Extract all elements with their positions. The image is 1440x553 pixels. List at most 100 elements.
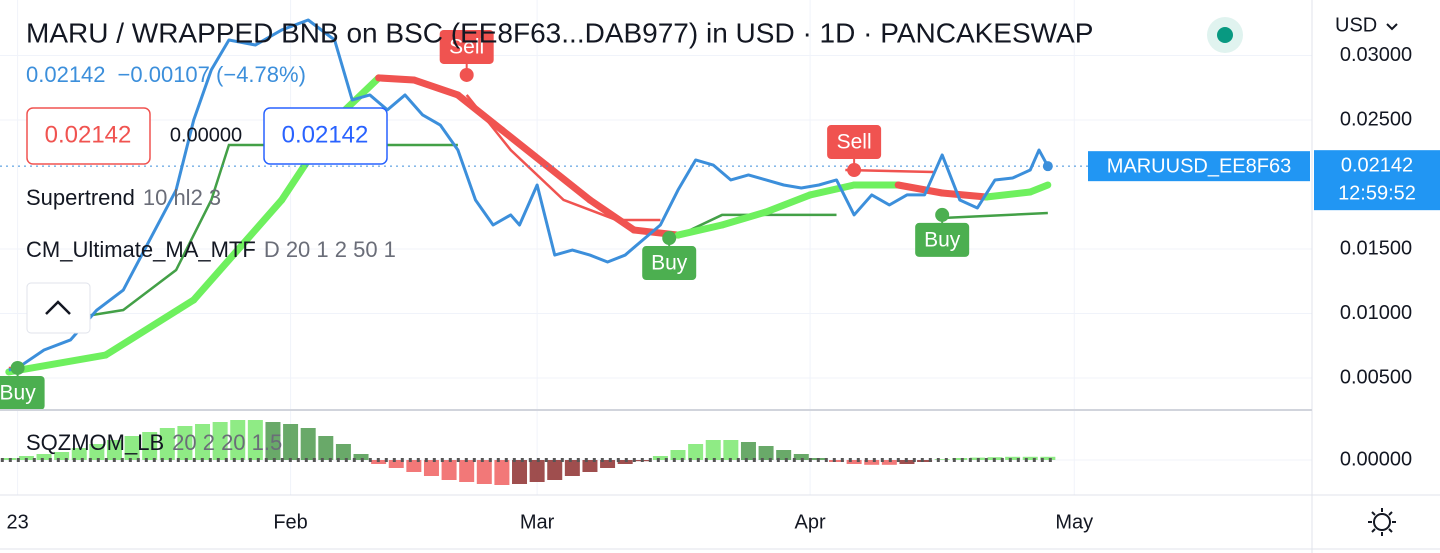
signal-point: [662, 231, 677, 246]
momentum-bar: [300, 428, 316, 460]
momentum-bar: [934, 459, 950, 460]
momentum-bar: [247, 420, 263, 460]
chevron-icon: [45, 300, 71, 315]
status-dot: [1217, 27, 1233, 43]
indicator-params: 10 hl2 3: [143, 185, 221, 210]
currency-selector[interactable]: USD: [1335, 14, 1377, 36]
y-tick-label: 0.00500: [1340, 366, 1412, 388]
ma-segment: [1026, 181, 1052, 196]
signal-box: [642, 246, 697, 281]
momentum-bar: [494, 460, 510, 485]
collapse-button[interactable]: [26, 282, 91, 334]
momentum-bar: [758, 446, 774, 460]
buy-price[interactable]: 0.02142: [282, 121, 369, 148]
x-tick-label: Mar: [520, 511, 555, 533]
ma-segment: [982, 188, 1034, 201]
momentum-bar: [476, 460, 492, 484]
signal-label: Buy: [0, 381, 36, 404]
currency-caret: [1386, 23, 1398, 31]
plot-marks: Buy Sell Buy Sell Buy: [0, 18, 1312, 485]
momentum-bar: [89, 444, 105, 460]
momentum-bar: [670, 450, 686, 460]
momentum-bar: [776, 450, 792, 460]
momentum-bar: [600, 460, 616, 468]
momentum-bar: [512, 460, 528, 484]
momentum-bar: [529, 460, 545, 482]
signal-point: [847, 163, 862, 178]
settings-icon[interactable]: [1368, 508, 1396, 536]
momentum-bar: [723, 440, 739, 460]
signal-box: [827, 125, 882, 160]
momentum-bar: [864, 460, 880, 465]
momentum-bar: [124, 436, 140, 460]
momentum-bar: [793, 454, 809, 460]
ma-segment: [718, 208, 770, 229]
momentum-bar: [142, 432, 158, 460]
momentum-bar: [283, 424, 299, 460]
momentum-bar: [688, 444, 704, 460]
last-price: 0.02142: [26, 62, 106, 87]
momentum-bar: [952, 458, 968, 460]
momentum-bar: [388, 460, 404, 468]
momentum-bar: [423, 460, 439, 476]
signal-point: [459, 67, 474, 82]
ma-segment: [190, 196, 286, 304]
momentum-bar: [1005, 456, 1021, 460]
momentum-bar: [1040, 456, 1056, 460]
indicator-params: D 20 1 2 50 1: [264, 237, 396, 262]
ma-segment: [762, 191, 814, 216]
momentum-bar: [71, 448, 87, 460]
ma-segment: [542, 161, 594, 204]
momentum-bar: [881, 460, 897, 465]
momentum-bar: [318, 436, 334, 460]
spread: 0.00000: [170, 124, 242, 146]
indicator-params: 20 2 20 1.5: [172, 430, 282, 455]
signal-label: Sell: [837, 131, 872, 154]
settings-gear: [1373, 513, 1391, 531]
settings-rays: [1368, 508, 1396, 536]
ma-segment: [454, 91, 506, 134]
last-point: [1042, 161, 1053, 172]
momentum-bar: [230, 420, 246, 460]
chart-title: MARU / WRAPPED BNB on BSC (EE8F63...DAB9…: [26, 17, 1093, 48]
series-name-box: [1088, 151, 1310, 182]
header-values: 0.02142 −0.00107 (−4.78%): [26, 62, 306, 87]
series-name: MARUUSD_EE8F63: [1107, 155, 1292, 177]
indicator-name: Supertrend: [26, 185, 135, 210]
momentum-bar: [829, 460, 845, 462]
buy-button[interactable]: [263, 107, 388, 165]
sell-button[interactable]: [26, 107, 151, 165]
momentum-bar: [846, 460, 862, 464]
signal-label: Buy: [651, 252, 688, 275]
momentum-bar: [547, 460, 563, 480]
indicator-label: CM_Ultimate_MA_MTF D 20 1 2 50 1: [26, 237, 396, 262]
y-tick-label: 0.03000: [1340, 44, 1412, 66]
indicator-label: Supertrend 10 hl2 3: [26, 185, 221, 210]
price-axis-label: 0.02142: [1341, 154, 1413, 176]
ma-segment: [938, 189, 990, 201]
y-tick-label: 0.00000: [1340, 448, 1412, 470]
momentum-bar: [54, 452, 70, 460]
momentum-bar: [652, 456, 668, 460]
signal-box: [0, 375, 45, 410]
y-tick-label: 0.01000: [1340, 302, 1412, 324]
momentum-bar: [705, 440, 721, 460]
momentum-bar: [195, 424, 211, 460]
ma-segment: [498, 126, 550, 169]
signal-box: [439, 29, 494, 64]
momentum-bar: [1, 458, 17, 460]
momentum-bar: [265, 422, 281, 460]
x-tick-label: May: [1055, 511, 1093, 533]
sell-price[interactable]: 0.02142: [45, 121, 132, 148]
momentum-bar: [582, 460, 598, 472]
signal-point: [10, 360, 25, 375]
price-line: [8, 18, 1050, 372]
y-tick-label: 0.02500: [1340, 108, 1412, 130]
countdown: 12:59:52: [1338, 182, 1416, 204]
momentum-bar: [177, 426, 193, 460]
x-tick-label: Feb: [273, 511, 307, 533]
momentum-bar: [1022, 456, 1038, 460]
momentum-bar: [459, 460, 475, 482]
indicator-label: SQZMOM_LB 20 2 20 1.5: [26, 430, 282, 455]
